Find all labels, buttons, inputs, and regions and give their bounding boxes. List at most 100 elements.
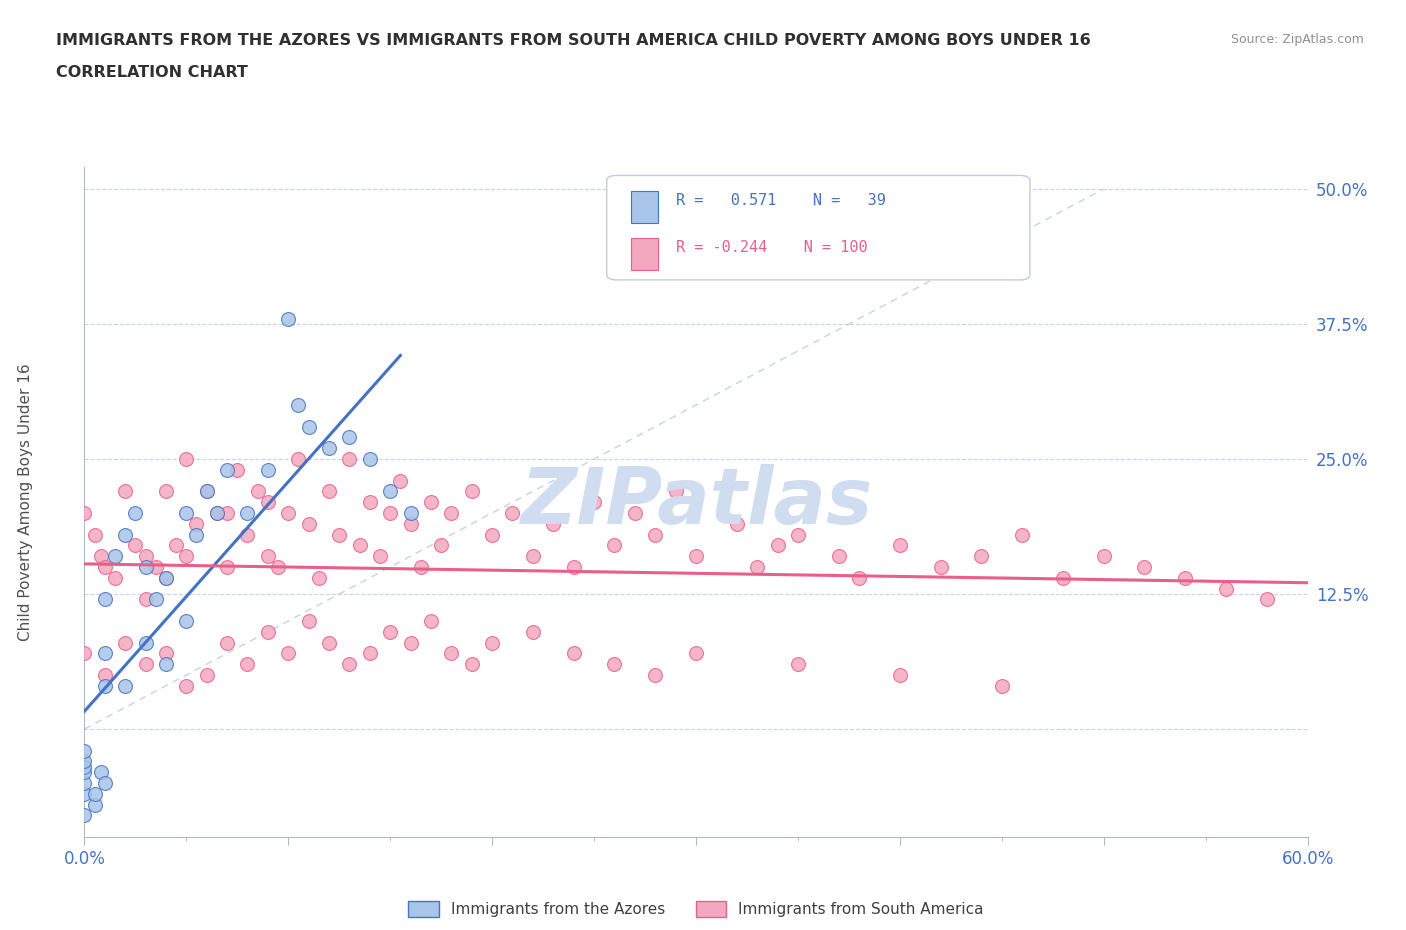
Point — [929, 560, 952, 575]
Point — [339, 452, 360, 467]
Point — [93, 668, 115, 683]
Point — [380, 624, 402, 639]
Point — [186, 527, 208, 542]
Point — [124, 506, 146, 521]
Point — [328, 527, 350, 542]
Point — [787, 527, 810, 542]
Point — [73, 506, 96, 521]
FancyBboxPatch shape — [606, 176, 1031, 280]
Point — [73, 776, 96, 790]
Point — [603, 538, 626, 552]
Point — [339, 657, 360, 671]
Point — [205, 506, 228, 521]
Text: Child Poverty Among Boys Under 16: Child Poverty Among Boys Under 16 — [18, 364, 32, 641]
Point — [257, 462, 280, 477]
Text: R =   0.571    N =   39: R = 0.571 N = 39 — [676, 193, 886, 208]
Legend: Immigrants from the Azores, Immigrants from South America: Immigrants from the Azores, Immigrants f… — [402, 895, 990, 923]
Point — [155, 484, 177, 498]
Point — [481, 635, 503, 650]
Text: CORRELATION CHART: CORRELATION CHART — [56, 65, 247, 80]
Point — [430, 538, 453, 552]
Point — [380, 506, 402, 521]
Point — [1133, 560, 1156, 575]
Point — [73, 646, 96, 661]
Point — [685, 646, 707, 661]
Point — [1256, 592, 1278, 607]
Point — [562, 560, 585, 575]
Point — [236, 506, 259, 521]
Point — [1215, 581, 1237, 596]
Point — [195, 484, 218, 498]
Text: ZIPatlas: ZIPatlas — [520, 464, 872, 540]
Point — [257, 495, 280, 510]
Point — [195, 668, 218, 683]
Point — [114, 527, 136, 542]
Point — [461, 657, 484, 671]
Text: R = -0.244    N = 100: R = -0.244 N = 100 — [676, 240, 868, 255]
Point — [318, 635, 340, 650]
Point — [359, 495, 381, 510]
Point — [787, 657, 810, 671]
Point — [399, 516, 422, 531]
Point — [104, 549, 127, 564]
Point — [145, 592, 167, 607]
Point — [73, 808, 96, 823]
Point — [155, 570, 177, 585]
Point — [970, 549, 993, 564]
Point — [83, 527, 105, 542]
Point — [135, 592, 157, 607]
Point — [298, 419, 321, 434]
Point — [186, 516, 208, 531]
Bar — [631, 191, 658, 223]
Point — [685, 549, 707, 564]
Point — [481, 527, 503, 542]
Point — [440, 646, 463, 661]
Point — [135, 560, 157, 575]
Point — [582, 495, 605, 510]
Point — [1011, 527, 1033, 542]
Point — [135, 549, 157, 564]
Point — [420, 614, 443, 629]
Point — [522, 624, 544, 639]
Point — [83, 797, 105, 812]
Point — [114, 678, 136, 693]
Point — [155, 646, 177, 661]
Point — [380, 484, 402, 498]
Point — [104, 570, 127, 585]
Point — [522, 549, 544, 564]
Point — [217, 560, 239, 575]
Point — [93, 646, 115, 661]
Point — [155, 570, 177, 585]
Point — [339, 430, 360, 445]
Point — [114, 635, 136, 650]
Point — [603, 657, 626, 671]
Point — [318, 484, 340, 498]
Point — [399, 635, 422, 650]
Point — [90, 764, 112, 779]
Point — [644, 527, 666, 542]
Point — [562, 646, 585, 661]
Point — [174, 549, 197, 564]
Point — [93, 592, 115, 607]
Point — [747, 560, 769, 575]
Point — [114, 484, 136, 498]
Point — [624, 506, 647, 521]
Point — [501, 506, 523, 521]
Text: Source: ZipAtlas.com: Source: ZipAtlas.com — [1230, 33, 1364, 46]
Point — [277, 312, 299, 326]
Point — [725, 516, 748, 531]
Point — [368, 549, 391, 564]
Point — [277, 646, 299, 661]
Point — [174, 506, 197, 521]
Point — [420, 495, 443, 510]
Point — [73, 760, 96, 775]
Point — [359, 646, 381, 661]
Point — [83, 787, 105, 802]
Point — [389, 473, 412, 488]
Bar — [631, 238, 658, 270]
Point — [217, 462, 239, 477]
Point — [93, 678, 115, 693]
Point — [135, 657, 157, 671]
Point — [664, 484, 686, 498]
Point — [287, 397, 309, 412]
